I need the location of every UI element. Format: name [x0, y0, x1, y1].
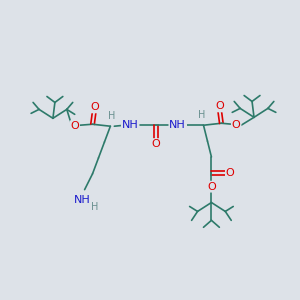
Text: O: O — [226, 168, 235, 178]
Text: O: O — [232, 120, 241, 130]
Text: NH: NH — [74, 194, 91, 205]
Text: H: H — [108, 111, 115, 121]
Text: H: H — [91, 202, 98, 212]
Text: O: O — [207, 182, 216, 192]
Text: O: O — [152, 139, 160, 149]
Text: H: H — [198, 110, 205, 120]
Text: O: O — [215, 101, 224, 111]
Text: O: O — [70, 121, 79, 131]
Text: NH: NH — [122, 120, 139, 130]
Text: O: O — [90, 102, 99, 112]
Text: NH: NH — [169, 120, 186, 130]
